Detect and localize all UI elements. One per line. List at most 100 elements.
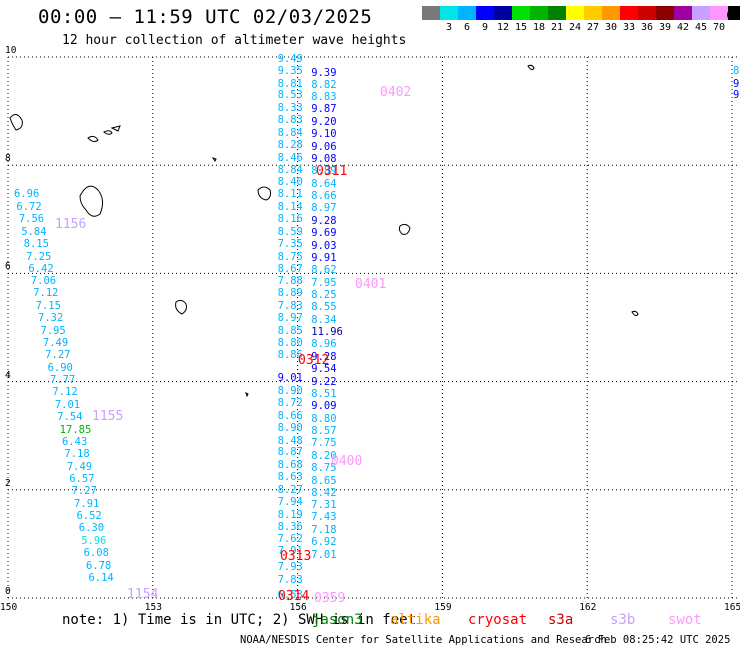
wave-height-value: 8.63 — [277, 471, 303, 484]
wave-height-value: 8.97 — [311, 202, 337, 215]
wave-height-value: 8.89 — [311, 165, 337, 178]
wave-height-value: 7.27 — [45, 349, 71, 362]
wave-height-value: 8.66 — [277, 409, 303, 422]
legend-item: 15 — [512, 6, 530, 33]
legend-item: 27 — [584, 6, 602, 33]
lat-lon-grid — [7, 56, 740, 599]
island-outline — [245, 392, 249, 398]
legend-item: 12 — [494, 6, 512, 33]
wave-height-value: 7.43 — [311, 511, 337, 524]
wave-height-value: 6.57 — [69, 472, 95, 485]
pass-time-label: 0400 — [331, 454, 363, 469]
pass-time-label: 0401 — [355, 277, 387, 292]
wave-height-value: 8.34 — [311, 313, 337, 326]
wave-height-value: 8.85 — [277, 324, 303, 337]
wave-height-value: 8.90 — [277, 422, 303, 435]
wave-height-value: 7.25 — [26, 250, 52, 263]
legend-label: 33 — [622, 22, 636, 33]
wave-height-value: 8.51 — [311, 388, 337, 401]
legend-swatch — [494, 6, 512, 20]
pass-time-label: 1156 — [55, 217, 87, 232]
legend-item: 18 — [530, 6, 548, 33]
wave-height-value: 9.49 — [277, 52, 303, 65]
satellite-swot: swot — [668, 612, 702, 628]
wave-height-value: 8.48 — [277, 434, 303, 447]
wave-height-value: 9 — [733, 77, 740, 90]
wave-height-value: 8.90 — [277, 384, 303, 397]
wave-height-value: 9.69 — [311, 227, 337, 240]
wave-height-value: 7.49 — [66, 460, 93, 473]
legend-label: 6 — [463, 22, 471, 33]
legend-swatch — [458, 6, 476, 20]
wave-height-value: 7.83 — [277, 573, 303, 586]
wave-height-value: 9.91 — [311, 251, 337, 264]
lat-tick-label: 0 — [5, 586, 11, 597]
pass-time-label: 0312 — [298, 353, 330, 368]
wave-height-value: 9.87 — [311, 103, 337, 116]
wave-height-value: 9 — [733, 89, 740, 102]
legend-label: 36 — [640, 22, 654, 33]
wave-height-value: 8.68 — [277, 458, 303, 471]
wave-height-value: 7.15 — [35, 299, 61, 312]
legend-swatch — [584, 6, 602, 20]
legend-label: 24 — [568, 22, 582, 33]
pass-time-label: 0402 — [380, 85, 412, 100]
wave-height-value: 17.85 — [59, 423, 92, 436]
wave-height-value: 9.06 — [311, 140, 337, 153]
wave-height-value: 8.46 — [277, 151, 303, 164]
wave-height-value: 8.86 — [277, 349, 303, 362]
wave-height-value: 8.14 — [277, 200, 303, 213]
legend-label: 3 — [445, 22, 453, 33]
legend-label: 70 — [712, 22, 726, 33]
wave-height-value: 8.16 — [277, 213, 303, 226]
legend-label: 39 — [658, 22, 672, 33]
wave-height-value: 7.77 — [50, 373, 76, 386]
wave-height-value: 7.95 — [311, 276, 337, 289]
wave-height-value: 7.49 — [42, 337, 69, 350]
lon-tick-label: 162 — [579, 602, 597, 613]
generated-timestamp: 6 Feb 08:25:42 UTC 2025 — [585, 634, 731, 646]
lon-tick-label: 156 — [289, 602, 307, 613]
lat-tick-label: 2 — [5, 477, 11, 489]
wave-height-value: 8.96 — [311, 338, 337, 351]
legend-item: 9 — [476, 6, 494, 33]
wave-height-value: 8.97 — [277, 312, 303, 325]
wave-height-value: 6.96 — [14, 188, 40, 201]
legend-swatch — [548, 6, 566, 20]
lat-tick-label: 10 — [5, 45, 17, 56]
wave-height-value: 8.83 — [311, 91, 337, 104]
pass-time-label: 0311 — [316, 164, 348, 179]
wave-height-value: 8.75 — [277, 250, 303, 263]
legend-swatch — [440, 6, 458, 20]
wave-height-value: 7.94 — [277, 496, 303, 509]
legend-label: 15 — [514, 22, 528, 33]
wave-height-value: 5.84 — [21, 225, 47, 238]
map-title: 00:00 – 11:59 UTC 02/03/2025 — [38, 6, 373, 28]
island-outline — [398, 223, 411, 235]
satellite-s3b: s3b — [610, 612, 636, 628]
island-outline — [631, 310, 639, 317]
pass-time-label: 0314 — [278, 589, 310, 604]
wave-height-value: 7.83 — [277, 299, 303, 312]
legend-item: (ft) — [724, 6, 740, 33]
wave-height-value: 8.33 — [277, 101, 303, 114]
wave-height-value: 7.95 — [40, 324, 66, 337]
wave-height-value: 8.82 — [311, 78, 337, 91]
legend-unit: (ft) — [724, 10, 740, 21]
satellite-s3a: s3a — [548, 612, 574, 628]
wave-height-value: 8.80 — [277, 337, 303, 350]
wave-height-value: 8.84 — [277, 164, 303, 177]
legend-label: 27 — [586, 22, 600, 33]
legend-item: 21 — [548, 6, 566, 33]
wave-height-value: 7.01 — [54, 398, 81, 411]
pass-time-label: 0359 — [314, 591, 346, 606]
satellite-jason3: jason3 — [312, 612, 363, 628]
legend-item: 70 — [710, 6, 728, 33]
legend-item: 39 — [656, 6, 674, 33]
wave-height-value: 8.11 — [277, 188, 303, 201]
wave-height-value: 9.22 — [311, 375, 337, 388]
wave-height-value: 8.84 — [277, 126, 303, 139]
wave-height-value: 8.42 — [311, 487, 337, 500]
